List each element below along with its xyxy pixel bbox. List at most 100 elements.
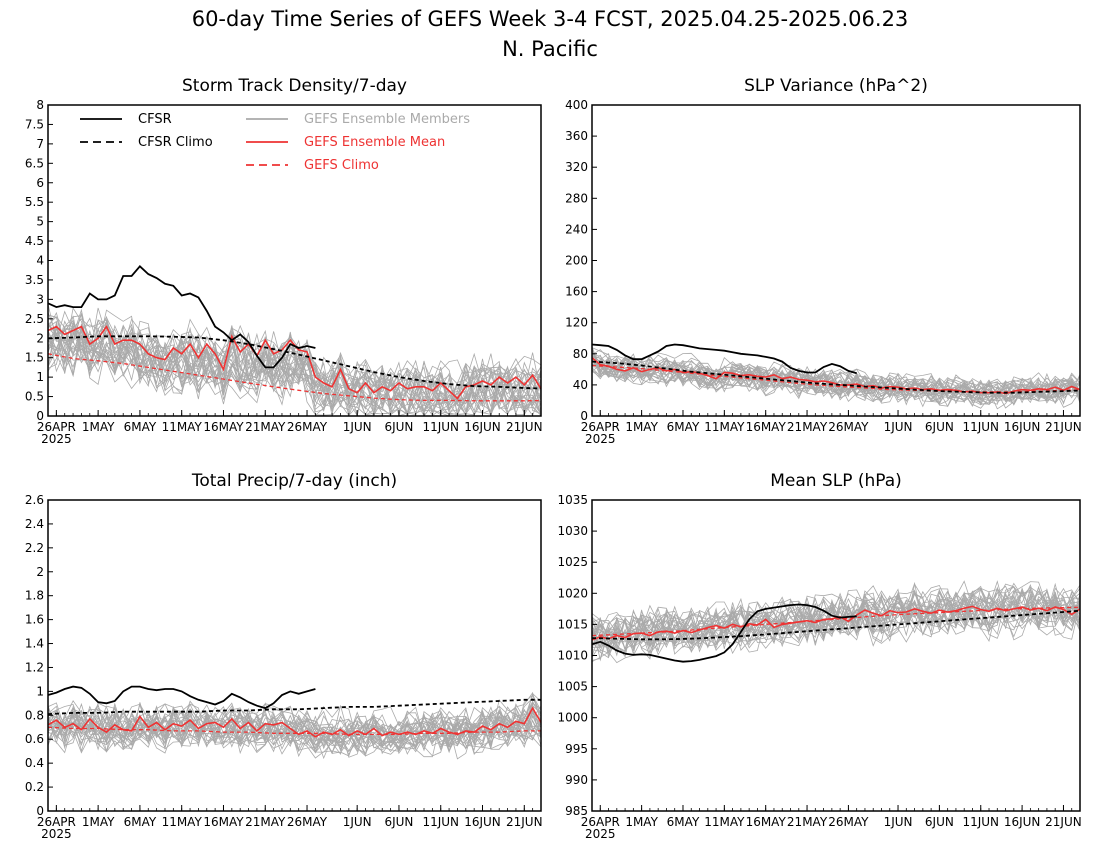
x-tick-label: 26MAY (287, 420, 328, 434)
ensemble-member-line (48, 324, 541, 405)
panel-slp-variance: SLP Variance (hPa^2) 0 40 80 120 160 200 240 280… (565, 76, 1082, 446)
y-tick-label: 2 (36, 331, 44, 345)
ensemble-mean-line (48, 325, 541, 400)
ensemble-member-line (48, 330, 541, 416)
gefs-climo-line (48, 353, 541, 402)
y-tick-label: 985 (565, 804, 588, 818)
y-tick-label: 2.6 (25, 493, 44, 507)
x-tick-label: 6JUN (384, 420, 413, 434)
x-year-label: 2025 (585, 432, 616, 446)
x-tick-label: 6JUN (925, 420, 954, 434)
y-tick-label: 6 (36, 176, 44, 190)
y-tick-label: 3 (36, 292, 44, 306)
y-tick-label: 2 (36, 565, 44, 579)
cfsr-climo-line (592, 609, 1080, 641)
cfsr-line (592, 603, 857, 663)
y-tick-label: 4.5 (25, 234, 44, 248)
ensemble-member-line (592, 349, 1080, 400)
x-year-label: 2025 (41, 432, 72, 446)
panel-title: Total Precip/7-day (inch) (191, 471, 397, 491)
x-tick-label: 11JUN (962, 815, 999, 829)
x-tick-label: 6JUN (384, 815, 413, 829)
x-tick-label: 26MAY (828, 420, 869, 434)
y-tick-label: 0.4 (25, 756, 44, 770)
y-tick-label: 1030 (557, 524, 588, 538)
x-tick-label: 11JUN (962, 420, 999, 434)
legend-cfsr-climo-label: CFSR Climo (138, 135, 213, 150)
y-tick-label: 1 (36, 370, 44, 384)
y-tick-label: 0.5 (25, 390, 44, 404)
x-tick-label: 21MAY (245, 420, 286, 434)
x-tick-label: 21MAY (245, 815, 286, 829)
ensemble-member-line (48, 701, 541, 751)
y-tick-label: 360 (565, 129, 588, 143)
x-tick-label: 16MAY (746, 420, 787, 434)
ensemble-member-line (48, 320, 541, 416)
ensemble-member-line (592, 359, 1080, 409)
y-tick-label: 320 (565, 160, 588, 174)
x-tick-label: 11MAY (162, 420, 203, 434)
x-tick-label: 1JUN (343, 815, 372, 829)
x-tick-label: 26APR (37, 815, 76, 829)
y-tick-label: 2.4 (25, 517, 44, 531)
y-tick-label: 1025 (557, 555, 588, 569)
y-tick-label: 1 (36, 684, 44, 698)
y-tick-label: 280 (565, 191, 588, 205)
y-tick-label: 1005 (557, 680, 588, 694)
cfsr-climo-line (592, 360, 1080, 394)
x-tick-label: 21MAY (787, 420, 828, 434)
x-tick-label: 6MAY (124, 420, 157, 434)
y-tick-label: 1000 (557, 711, 588, 725)
x-tick-label: 1JUN (884, 420, 913, 434)
x-tick-label: 11MAY (704, 420, 745, 434)
legend-cfsr-label: CFSR (138, 112, 172, 127)
y-tick-label: 1.2 (25, 660, 44, 674)
ensemble-member-line (592, 586, 1080, 658)
ensemble-member-line (48, 321, 541, 416)
x-tick-label: 16MAY (203, 815, 244, 829)
ensemble-member-line (48, 320, 541, 416)
y-tick-label: 990 (565, 773, 588, 787)
y-tick-label: 0 (36, 804, 44, 818)
ensemble-mean-line (48, 706, 541, 738)
ensemble-member-line (48, 704, 541, 749)
y-tick-label: 2.2 (25, 541, 44, 555)
x-tick-label: 16MAY (203, 420, 244, 434)
figure-title: 60-day Time Series of GEFS Week 3-4 FCST… (192, 7, 909, 31)
panel-storm-track-density: Storm Track Density/7-day 0 0.5 1 1.5 2 2.5 3 3.… (25, 76, 543, 446)
cfsr-line (592, 343, 857, 375)
x-tick-label: 16JUN (1004, 815, 1041, 829)
y-tick-label: 5 (36, 215, 44, 229)
y-tick-label: 1.6 (25, 613, 44, 627)
panel-title: SLP Variance (hPa^2) (744, 76, 928, 96)
x-tick-label: 1MAY (82, 815, 115, 829)
ensemble-member-line (592, 347, 1080, 402)
x-tick-label: 1MAY (625, 815, 658, 829)
ensemble-member-line (592, 364, 1080, 408)
x-tick-label: 26APR (581, 815, 620, 829)
x-tick-label: 11JUN (422, 815, 459, 829)
ensemble-member-line (592, 357, 1080, 402)
plot-area (592, 580, 1080, 664)
plot-area (48, 685, 541, 760)
panel-title: Mean SLP (hPa) (770, 471, 902, 491)
plot-frame (47, 499, 542, 812)
ensemble-member-line (592, 589, 1080, 652)
ensemble-member-line (592, 580, 1080, 645)
x-tick-label: 21JUN (1045, 420, 1082, 434)
x-tick-label: 1JUN (343, 420, 372, 434)
x-tick-label: 21JUN (506, 815, 543, 829)
y-tick-label: 1.8 (25, 589, 44, 603)
y-tick-label: 240 (565, 222, 588, 236)
x-tick-label: 16JUN (464, 420, 501, 434)
ensemble-member-line (48, 319, 541, 415)
panel-title: Storm Track Density/7-day (182, 76, 407, 96)
y-tick-label: 6.5 (25, 156, 44, 170)
panel-mean-slp: Mean SLP (hPa) 985 990 995 1000 1005 1010 1015 1… (557, 471, 1081, 841)
ensemble-member-line (48, 703, 541, 750)
gefs-climo-line (592, 606, 1080, 637)
x-tick-label: 11MAY (162, 815, 203, 829)
figure-subtitle: N. Pacific (502, 37, 598, 61)
x-tick-label: 16JUN (1004, 420, 1041, 434)
